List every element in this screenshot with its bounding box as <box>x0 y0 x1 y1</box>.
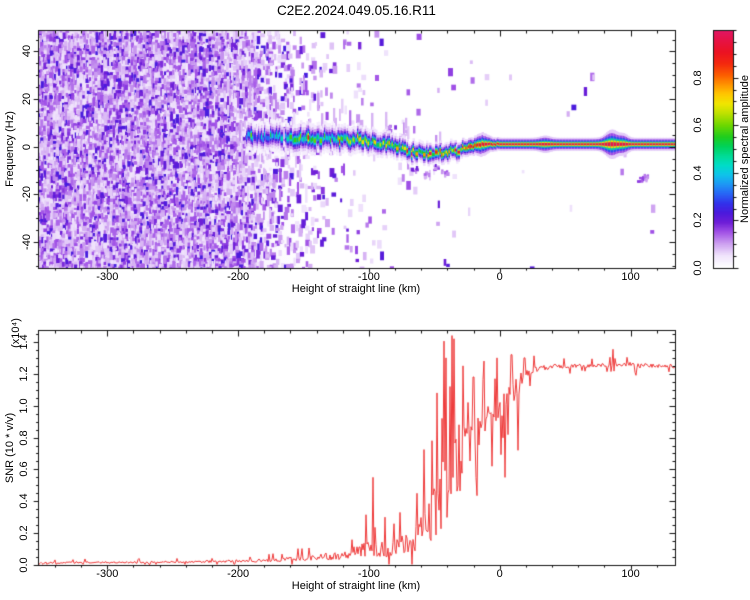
bottom-y-tick-label: 0.2 <box>18 525 30 541</box>
colorbar-label: Normalized spectral amplitude <box>739 75 750 223</box>
colorbar-tick-label: 0.6 <box>692 117 704 133</box>
top-x-tick-label: -200 <box>227 271 250 283</box>
bottom-y-tick-label: 0.4 <box>18 493 30 509</box>
bottom-x-tick-label: 100 <box>621 568 640 580</box>
bottom-xaxis-label: Height of straight line (km) <box>291 580 421 592</box>
colorbar-tick-label: 0.2 <box>692 212 704 229</box>
bottom-yaxis-label: SNR (10 * v/v) <box>4 412 16 484</box>
top-y-tick-label: 0 <box>21 143 33 150</box>
bottom-x-tick-label: -200 <box>227 568 250 580</box>
bottom-y-tick-label: 1.4 <box>18 334 30 350</box>
bottom-y-tick-label: 1.2 <box>18 366 30 382</box>
top-y-tick-label: -20 <box>21 186 33 203</box>
top-y-tick-label: -40 <box>21 233 33 250</box>
top-xaxis-label: Height of straight line (km) <box>291 283 421 295</box>
colorbar-tick-label: 0.0 <box>692 260 704 276</box>
bottom-y-tick-label: 0.6 <box>18 461 30 478</box>
top-y-tick-label: 40 <box>21 45 33 58</box>
top-x-tick-label: 0 <box>496 271 503 283</box>
figure-title: C2E2.2024.049.05.16.R11 <box>277 3 436 18</box>
bottom-x-tick-label: 0 <box>496 568 503 580</box>
colorbar-tick-label: 0.4 <box>692 165 704 181</box>
bottom-x-tick-label: -100 <box>357 568 380 580</box>
top-yaxis-label: Frequency (Hz) <box>4 111 16 187</box>
bottom-y-tick-label: 1.0 <box>18 398 30 414</box>
bottom-y-tick-label: 0.0 <box>18 557 30 573</box>
top-y-tick-label: 20 <box>21 92 33 106</box>
top-x-tick-label: -100 <box>357 271 380 283</box>
bottom-y-tick-label: 0.8 <box>18 429 30 446</box>
top-x-tick-label: 100 <box>621 271 640 283</box>
top-x-tick-label: -300 <box>96 271 119 283</box>
colorbar-tick-label: 0.8 <box>692 69 704 86</box>
bottom-x-tick-label: -300 <box>96 568 119 580</box>
